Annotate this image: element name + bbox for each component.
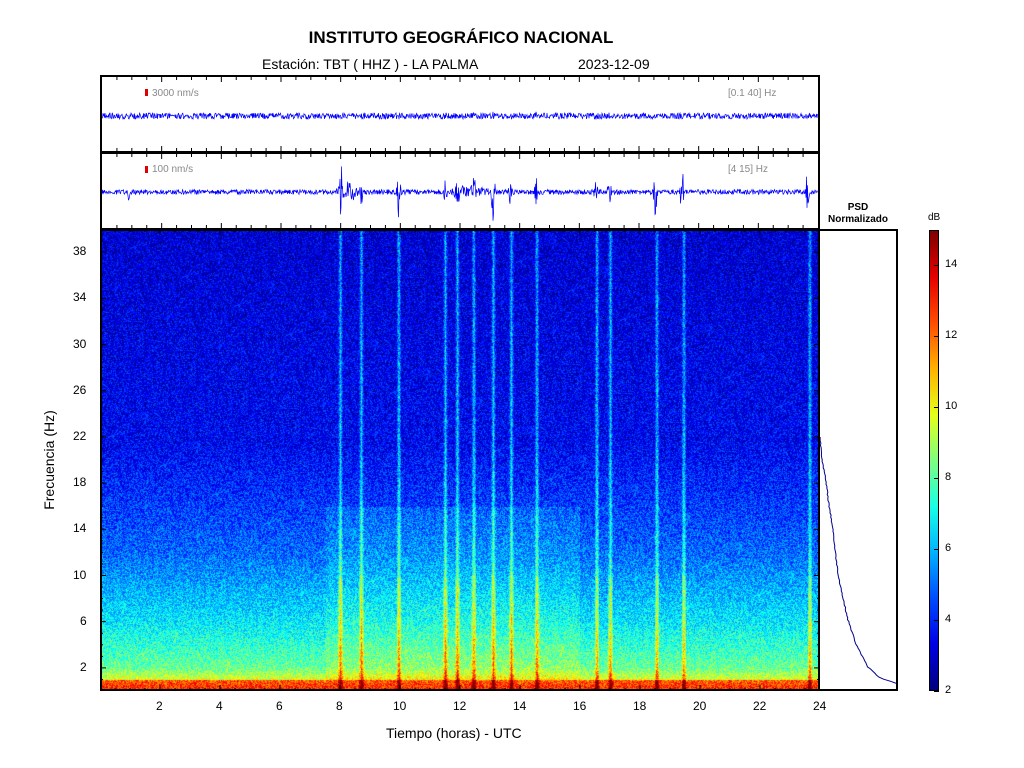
scale-bar-icon [145, 166, 148, 173]
scale-label-filtered: 100 nm/s [152, 164, 194, 175]
y-tick-label: 18 [73, 475, 87, 490]
colorbar-tick [934, 265, 939, 267]
scale-label-broadband: 3000 nm/s [152, 88, 199, 99]
x-tick-label: 6 [276, 699, 283, 713]
x-tick-label: 10 [393, 699, 407, 713]
psd-title: PSD Normalizado [820, 202, 896, 226]
colorbar-tick-label: 8 [945, 471, 952, 484]
waveform-filtered [102, 154, 818, 228]
y-tick-label: 26 [73, 382, 87, 397]
x-tick-label: 8 [336, 699, 343, 713]
y-tick-label: 6 [80, 613, 87, 628]
spectrogram-heatmap [100, 229, 820, 691]
trace-line [102, 166, 818, 221]
colorbar-tick [934, 478, 939, 480]
colorbar-tick [934, 691, 939, 692]
colorbar-tick [934, 549, 939, 551]
colorbar-tick-label: 12 [945, 329, 958, 342]
x-tick-label: 12 [453, 699, 467, 713]
scale-bar-icon [145, 89, 148, 96]
y-tick-label: 30 [73, 336, 87, 351]
y-tick-label: 38 [73, 244, 87, 259]
y-tick-label: 10 [73, 567, 87, 582]
x-tick-label: 2 [156, 699, 163, 713]
psd-curve [820, 437, 896, 684]
colorbar [929, 230, 939, 691]
y-axis-label: Frecuencia (Hz) [41, 410, 57, 510]
x-axis-label: Tiempo (horas) - UTC [386, 725, 522, 741]
trace-line [102, 111, 818, 121]
psd-panel [818, 229, 898, 691]
x-tick-label: 18 [633, 699, 647, 713]
waveform-broadband [102, 77, 818, 151]
y-tick-label: 22 [73, 428, 87, 443]
colorbar-tick [934, 407, 939, 409]
trace-panel-filtered [100, 152, 820, 230]
x-tick-label: 16 [573, 699, 587, 713]
colorbar-tick-label: 10 [945, 400, 958, 413]
colorbar-tick-label: 4 [945, 613, 952, 626]
x-tick-label: 20 [693, 699, 707, 713]
x-tick-label: 4 [216, 699, 223, 713]
colorbar-unit: dB [928, 212, 941, 223]
psd-title-line2: Normalizado [827, 214, 888, 225]
x-tick-label: 22 [753, 699, 767, 713]
y-tick-label: 14 [73, 521, 87, 536]
y-tick-label: 2 [80, 659, 87, 674]
band-label-filtered: [4 15] Hz [728, 164, 769, 175]
psd-line [820, 437, 896, 684]
y-tick-label: 34 [73, 290, 87, 305]
band-label-broadband: [0.1 40] Hz [728, 88, 777, 99]
station-label: Estación: TBT ( HHZ ) - LA PALMA [262, 56, 479, 72]
x-tick-label: 14 [513, 699, 527, 713]
spectrogram-frame [100, 229, 820, 691]
psd-title-line1: PSD [847, 202, 869, 213]
colorbar-tick [934, 620, 939, 622]
colorbar-tick-label: 2 [945, 684, 952, 696]
x-tick-label: 24 [813, 699, 827, 713]
colorbar-tick-label: 6 [945, 542, 952, 555]
chart-title: INSTITUTO GEOGRÁFICO NACIONAL [308, 28, 614, 47]
colorbar-tick [934, 336, 939, 338]
colorbar-tick-label: 14 [945, 258, 958, 271]
date-label: 2023-12-09 [578, 56, 650, 72]
trace-panel-broadband [100, 75, 820, 153]
